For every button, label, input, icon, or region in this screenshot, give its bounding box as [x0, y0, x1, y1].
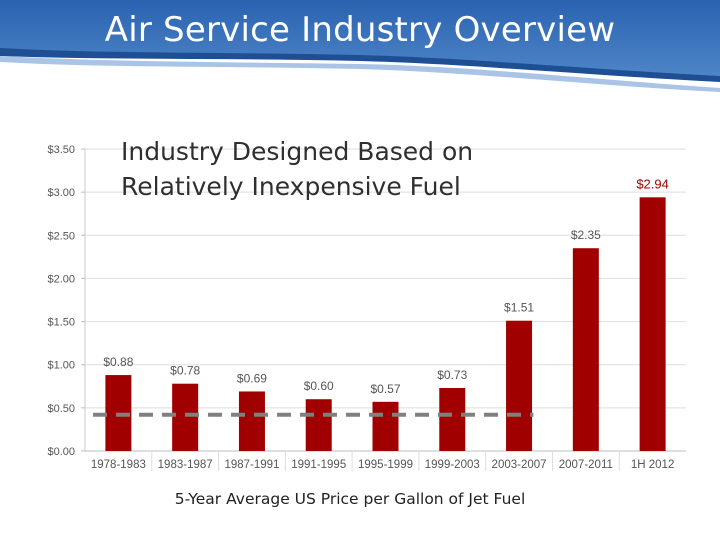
bar	[305, 399, 332, 451]
x-tick-label: 1978-1983	[91, 459, 146, 471]
x-tick-label: 1987-1991	[224, 459, 279, 471]
header-wave-main	[0, 0, 720, 78]
header-wave-dark	[0, 48, 720, 82]
chart-heading-line-1: Industry Designed Based on	[121, 137, 474, 166]
bar	[639, 197, 666, 451]
bar	[372, 401, 399, 451]
bar	[172, 383, 199, 451]
bar-value-label: $0.88	[103, 355, 133, 369]
bar-value-label: $2.94	[636, 176, 669, 191]
x-tick-label: 1983-1987	[158, 459, 213, 471]
chart-caption: 5-Year Average US Price per Gallon of Je…	[174, 490, 526, 508]
y-tick-label: $3.00	[47, 187, 75, 199]
bar-value-label: $0.78	[170, 364, 200, 378]
x-axis-ticks: 1978-1983 1983-1987 1987-1991 1991-1995 1995…	[91, 451, 674, 471]
y-tick-label: $2.50	[47, 230, 75, 242]
value-labels: $0.88 $0.78 $0.69 $0.60 $0.57 $0.73 $1.51 $2.35…	[103, 176, 669, 395]
bar	[506, 320, 533, 451]
chart-heading: Industry Designed Based on Relatively In…	[121, 134, 541, 204]
y-tick-label: $1.50	[47, 317, 75, 329]
x-tick-label: 1995-1999	[358, 459, 413, 471]
y-tick-label: $0.00	[47, 446, 75, 458]
x-tick-label: 1999-2003	[425, 459, 480, 471]
bar	[238, 391, 265, 451]
slide-title: Air Service Industry Overview	[104, 10, 616, 50]
chart-heading-line-2: Relatively Inexpensive Fuel	[121, 172, 461, 201]
x-tick-label: 2007-2011	[559, 459, 613, 471]
y-axis-ticks: $0.00 $0.50 $1.00 $1.50 $2.00 $2.50 $3.00 $3.50	[47, 144, 75, 458]
x-tick-label: 2003-2007	[492, 459, 547, 471]
header-band	[0, 0, 720, 92]
y-tick-label: $1.00	[47, 360, 75, 372]
header-wave-light	[0, 56, 720, 92]
y-tick-label: $2.00	[47, 273, 75, 285]
bar-value-label: $1.51	[504, 301, 534, 315]
bar-value-label: $2.35	[571, 228, 601, 242]
x-tick-label: 1991-1995	[291, 459, 346, 471]
y-tick-label: $3.50	[47, 144, 75, 156]
bar-value-label: $0.69	[237, 371, 267, 385]
bar	[572, 248, 599, 451]
x-tick-label: 1H 2012	[631, 459, 674, 471]
bar-value-label: $0.57	[370, 382, 400, 396]
y-tick-label: $0.50	[47, 403, 75, 415]
bar	[439, 388, 466, 451]
bar-value-label: $0.60	[304, 379, 334, 393]
bar-value-label: $0.73	[437, 368, 467, 382]
